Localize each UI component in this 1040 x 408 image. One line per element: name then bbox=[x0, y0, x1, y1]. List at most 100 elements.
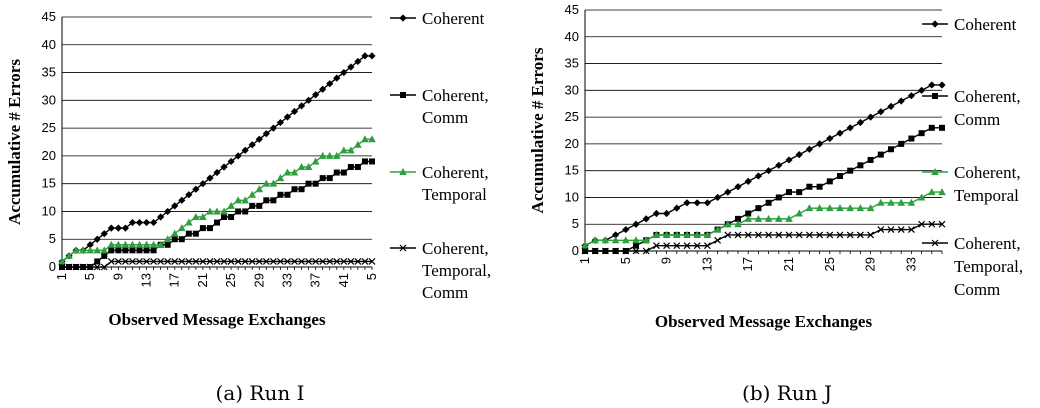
data-point bbox=[129, 258, 136, 265]
legend-label: Coherent bbox=[422, 9, 485, 28]
data-point bbox=[234, 258, 242, 265]
x-tick-label: 29 bbox=[863, 257, 878, 271]
data-point bbox=[290, 168, 299, 176]
legend-label: Comm bbox=[422, 283, 468, 302]
data-point bbox=[312, 258, 320, 265]
y-tick-label: 35 bbox=[565, 56, 579, 71]
data-point bbox=[938, 220, 946, 228]
data-point bbox=[326, 258, 334, 265]
data-point bbox=[826, 178, 833, 185]
data-point bbox=[228, 214, 235, 220]
data-point bbox=[928, 220, 936, 228]
data-point bbox=[213, 207, 221, 215]
data-point bbox=[255, 258, 263, 265]
data-point bbox=[326, 80, 334, 88]
data-point bbox=[241, 258, 249, 265]
data-point bbox=[340, 258, 348, 265]
data-point bbox=[319, 85, 327, 93]
x-tick-label: 41 bbox=[336, 273, 351, 287]
data-point bbox=[291, 186, 298, 193]
data-point bbox=[128, 240, 137, 248]
data-point bbox=[297, 102, 306, 110]
data-point bbox=[65, 263, 73, 271]
data-point bbox=[652, 209, 660, 218]
data-point bbox=[846, 231, 854, 239]
x-tick-label: 25 bbox=[223, 273, 238, 287]
data-point bbox=[143, 247, 150, 254]
data-point bbox=[164, 241, 171, 248]
data-point bbox=[220, 163, 228, 171]
data-point bbox=[754, 231, 762, 239]
data-point bbox=[775, 194, 782, 201]
data-point bbox=[354, 140, 362, 148]
data-point bbox=[150, 258, 158, 265]
data-point bbox=[100, 263, 108, 271]
data-point bbox=[361, 158, 368, 165]
data-point bbox=[325, 151, 334, 159]
data-point bbox=[612, 231, 620, 239]
data-point bbox=[867, 156, 874, 163]
y-tick-label: 0 bbox=[572, 243, 579, 258]
x-axis-label: Observed Message Exchanges bbox=[108, 310, 326, 329]
legend-marker bbox=[931, 239, 939, 247]
data-point bbox=[703, 242, 711, 250]
data-point bbox=[805, 204, 814, 212]
data-point bbox=[887, 226, 895, 234]
data-point bbox=[178, 196, 186, 204]
data-point bbox=[633, 242, 639, 249]
data-point bbox=[683, 199, 691, 207]
y-tick-label: 20 bbox=[42, 148, 56, 163]
data-point bbox=[171, 236, 178, 243]
data-point bbox=[642, 215, 650, 223]
y-tick-label: 30 bbox=[565, 82, 579, 97]
data-point bbox=[100, 230, 108, 238]
data-point bbox=[683, 230, 691, 238]
series-line bbox=[584, 191, 942, 247]
data-point bbox=[262, 130, 270, 138]
legend-label: Temporal bbox=[422, 185, 487, 204]
legend-marker bbox=[399, 14, 407, 22]
x-tick-label: 1 bbox=[577, 257, 592, 264]
data-point bbox=[136, 247, 143, 254]
data-point bbox=[206, 174, 214, 182]
data-point bbox=[663, 242, 671, 250]
x-tick-label: 17 bbox=[740, 257, 755, 271]
data-point bbox=[283, 168, 292, 176]
data-point bbox=[354, 258, 362, 265]
legend-marker bbox=[399, 244, 407, 252]
data-point bbox=[826, 231, 834, 239]
data-point bbox=[856, 204, 865, 212]
data-point bbox=[622, 247, 630, 255]
x-tick-label: 33 bbox=[279, 273, 294, 287]
data-point bbox=[805, 231, 813, 239]
data-point bbox=[866, 204, 875, 212]
y-tick-label: 15 bbox=[565, 163, 579, 178]
y-tick-label: 20 bbox=[565, 136, 579, 151]
legend-label: Coherent, bbox=[954, 163, 1021, 182]
data-point bbox=[877, 151, 884, 158]
data-point bbox=[361, 258, 369, 265]
data-point bbox=[601, 247, 609, 255]
data-point bbox=[143, 258, 150, 265]
data-point bbox=[311, 157, 320, 165]
data-point bbox=[248, 141, 256, 149]
data-point bbox=[149, 240, 158, 248]
data-point bbox=[206, 207, 214, 215]
data-point bbox=[122, 247, 129, 254]
data-point bbox=[290, 107, 299, 116]
data-point bbox=[837, 173, 843, 180]
legend-label: Temporal, bbox=[422, 261, 491, 280]
data-point bbox=[652, 230, 661, 238]
data-point bbox=[135, 240, 144, 248]
figure-caption: (b) Run J bbox=[742, 381, 832, 405]
data-point bbox=[220, 207, 228, 215]
data-point bbox=[255, 185, 264, 193]
data-point bbox=[918, 130, 925, 137]
data-point bbox=[785, 156, 793, 164]
data-point bbox=[284, 258, 291, 265]
data-point bbox=[93, 263, 101, 271]
data-point bbox=[213, 258, 221, 265]
data-point bbox=[270, 197, 277, 204]
data-point bbox=[333, 74, 341, 82]
data-point bbox=[897, 198, 905, 206]
